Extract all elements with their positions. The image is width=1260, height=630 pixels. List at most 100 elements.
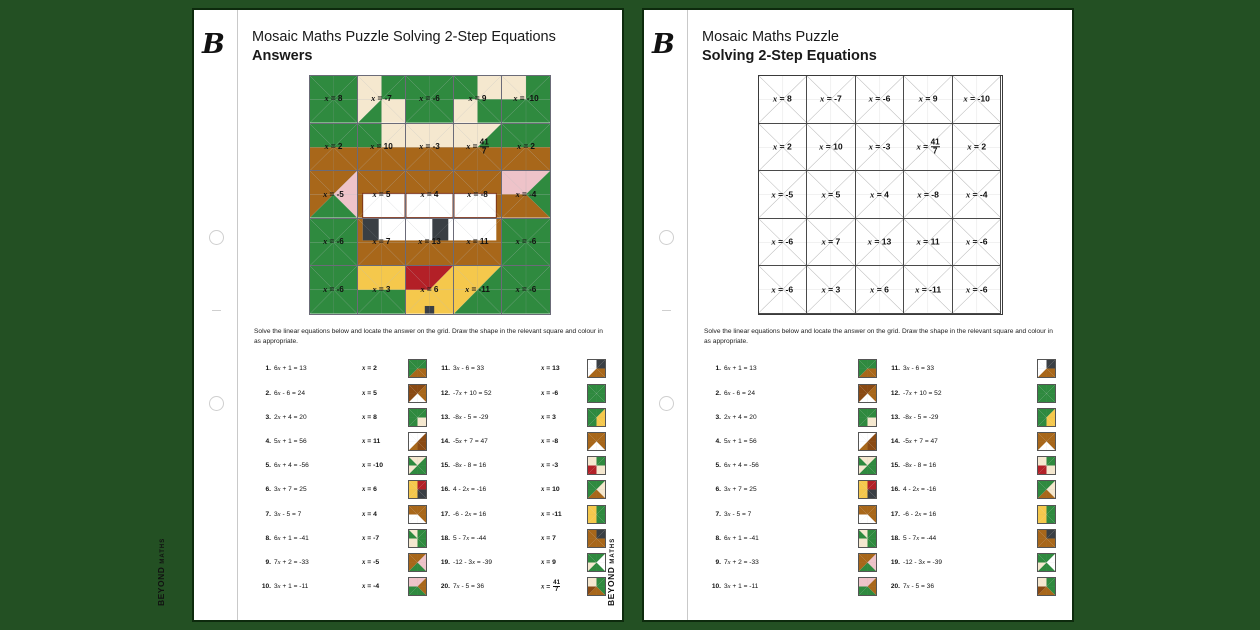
answer-tile-swatch[interactable]	[858, 383, 877, 403]
answer-tile-swatch[interactable]	[1037, 359, 1056, 379]
answer-tile-swatch[interactable]	[408, 552, 427, 572]
question-row: 6. 3x + 7 = 25	[704, 478, 877, 502]
mosaic-grid-blank[interactable]: x = 8 x = -7 x = -6 x = 9 x = -10 x = 2 x = 10…	[757, 75, 1003, 316]
answer-tile-swatch[interactable]	[858, 480, 877, 500]
mosaic-cell-4[interactable]: x = 9	[904, 76, 953, 124]
mosaic-cell-6[interactable]: x = 2	[310, 123, 358, 172]
mosaic-cell-2[interactable]: x = -7	[358, 76, 406, 124]
answer-tile-swatch[interactable]	[1037, 480, 1056, 500]
mosaic-cell-23[interactable]: x = 6	[855, 266, 905, 315]
mosaic-cell-8[interactable]: x = -3	[855, 123, 905, 172]
mosaic-cell-19[interactable]: x = 11	[904, 218, 953, 267]
mosaic-cell-2[interactable]: x = -7	[807, 76, 856, 124]
mosaic-cell-18[interactable]: x = 13	[406, 218, 454, 267]
mosaic-cell-12[interactable]: x = 5	[358, 171, 406, 219]
mosaic-cell-4[interactable]: x = 9	[454, 76, 502, 124]
question-row: 16. 4 - 2x = -16	[883, 478, 1056, 502]
mosaic-cell-17[interactable]: x = 7	[358, 218, 406, 267]
answer-tile-swatch[interactable]	[1037, 528, 1056, 548]
answer-tile-swatch[interactable]	[1037, 432, 1056, 452]
answer-tile-swatch[interactable]	[1037, 504, 1056, 524]
answer-tile-swatch[interactable]	[587, 577, 606, 597]
mosaic-cell-9[interactable]: x = 41 7	[904, 123, 953, 172]
answer-tile-swatch[interactable]	[858, 456, 877, 476]
mosaic-cell-11[interactable]: x = -5	[310, 171, 358, 219]
mosaic-cell-23[interactable]: x = 6	[406, 266, 454, 315]
worksheet-page-answers[interactable]: B BEYOND MATHS Mosaic Maths Puzzle Solvin…	[156, 8, 624, 622]
question-equation: 3x - 6 = 33	[453, 365, 484, 373]
mosaic-cell-5[interactable]: x = -10	[502, 76, 550, 124]
mosaic-cell-14[interactable]: x = -8	[454, 171, 502, 219]
answer-tile-swatch[interactable]	[587, 504, 606, 524]
mosaic-cell-21[interactable]: x = -6	[758, 266, 808, 315]
answer-tile-swatch[interactable]	[408, 407, 427, 427]
mosaic-cell-21[interactable]: x = -6	[310, 266, 358, 315]
mosaic-cell-16[interactable]: x = -6	[758, 218, 808, 267]
mosaic-cell-24[interactable]: x = -11	[904, 266, 953, 315]
answer-tile-swatch[interactable]	[1037, 407, 1056, 427]
mosaic-cell-17[interactable]: x = 7	[807, 218, 856, 267]
mosaic-cell-10[interactable]: x = 2	[502, 123, 550, 172]
mosaic-cell-22[interactable]: x = 3	[807, 266, 856, 315]
question-row: 4. 5x + 1 = 56 x = 11	[254, 429, 427, 453]
answer-tile-swatch[interactable]	[1037, 456, 1056, 476]
mosaic-cell-9[interactable]: x = 41 7	[454, 123, 502, 172]
answer-tile-swatch[interactable]	[858, 359, 877, 379]
question-number: 5.	[715, 462, 722, 470]
mosaic-grid-answers[interactable]: x = 8 x = -7 x = -6 x = 9 x = -10 x = 2 x = 10…	[309, 75, 551, 316]
mosaic-cell-8[interactable]: x = -3	[406, 123, 454, 172]
answer-tile-swatch[interactable]	[1037, 383, 1056, 403]
mosaic-cell-25[interactable]: x = -6	[502, 266, 550, 315]
answer-tile-swatch[interactable]	[408, 383, 427, 403]
mosaic-cell-13[interactable]: x = 4	[855, 171, 905, 219]
mosaic-cell-6[interactable]: x = 2	[758, 123, 808, 172]
answer-tile-swatch[interactable]	[587, 528, 606, 548]
mosaic-cell-3[interactable]: x = -6	[406, 76, 454, 124]
answer-tile-swatch[interactable]	[587, 480, 606, 500]
answer-tile-swatch[interactable]	[858, 432, 877, 452]
question-equation: -8x - 5 = -29	[453, 413, 489, 421]
answer-tile-swatch[interactable]	[587, 383, 606, 403]
mosaic-cell-13[interactable]: x = 4	[406, 171, 454, 219]
answer-tile-swatch[interactable]	[858, 528, 877, 548]
answer-tile-swatch[interactable]	[1037, 577, 1056, 597]
mosaic-cell-22[interactable]: x = 3	[358, 266, 406, 315]
mosaic-cell-3[interactable]: x = -6	[855, 76, 905, 124]
answer-tile-swatch[interactable]	[858, 504, 877, 524]
mosaic-cell-16[interactable]: x = -6	[310, 218, 358, 267]
mosaic-cell-12[interactable]: x = 5	[807, 171, 856, 219]
mosaic-cell-1[interactable]: x = 8	[310, 76, 358, 124]
answer-tile-swatch[interactable]	[408, 504, 427, 524]
answer-tile-swatch[interactable]	[587, 359, 606, 379]
mosaic-cell-20[interactable]: x = -6	[502, 218, 550, 267]
mosaic-cell-15[interactable]: x = -4	[502, 171, 550, 219]
answer-tile-swatch[interactable]	[408, 577, 427, 597]
answer-tile-swatch[interactable]	[587, 432, 606, 452]
mosaic-cell-7[interactable]: x = 10	[807, 123, 856, 172]
answer-tile-swatch[interactable]	[858, 552, 877, 572]
answer-tile-swatch[interactable]	[408, 528, 427, 548]
mosaic-cell-1[interactable]: x = 8	[758, 76, 808, 124]
mosaic-cell-20[interactable]: x = -6	[952, 218, 1002, 267]
answer-tile-swatch[interactable]	[587, 407, 606, 427]
answer-tile-swatch[interactable]	[408, 359, 427, 379]
mosaic-cell-24[interactable]: x = -11	[454, 266, 502, 315]
answer-tile-swatch[interactable]	[1037, 552, 1056, 572]
mosaic-cell-7[interactable]: x = 10	[358, 123, 406, 172]
mosaic-cell-5[interactable]: x = -10	[952, 76, 1002, 124]
mosaic-cell-18[interactable]: x = 13	[855, 218, 905, 267]
worksheet-page-blank[interactable]: B BEYOND MATHS Mosaic Maths Puzzle Solvin…	[606, 8, 1074, 622]
answer-tile-swatch[interactable]	[858, 407, 877, 427]
mosaic-cell-19[interactable]: x = 11	[454, 218, 502, 267]
mosaic-cell-15[interactable]: x = -4	[952, 171, 1002, 219]
answer-tile-swatch[interactable]	[408, 432, 427, 452]
mosaic-cell-14[interactable]: x = -8	[904, 171, 953, 219]
mosaic-cell-25[interactable]: x = -6	[952, 266, 1002, 315]
answer-tile-swatch[interactable]	[858, 577, 877, 597]
answer-tile-swatch[interactable]	[587, 552, 606, 572]
mosaic-cell-11[interactable]: x = -5	[758, 171, 808, 219]
mosaic-cell-10[interactable]: x = 2	[952, 123, 1002, 172]
answer-tile-swatch[interactable]	[408, 480, 427, 500]
answer-tile-swatch[interactable]	[408, 456, 427, 476]
answer-tile-swatch[interactable]	[587, 456, 606, 476]
